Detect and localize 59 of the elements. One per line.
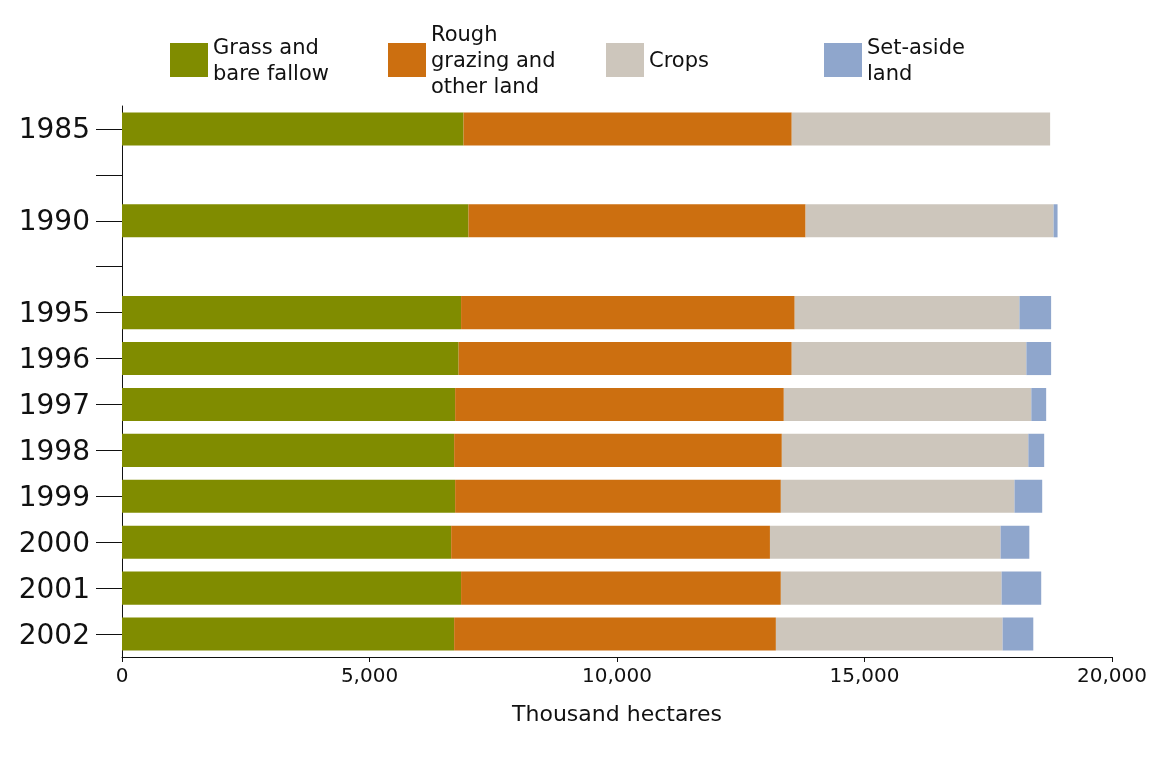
bar (463, 112, 792, 146)
legend-label: Grass and bare fallow (213, 35, 329, 85)
y-tick-label: 2000 (18, 525, 90, 559)
bar (122, 571, 462, 605)
bar (791, 112, 1051, 146)
legend-label: Crops (649, 48, 709, 72)
bar (769, 525, 1001, 559)
legend-label: Set-aside land (867, 35, 972, 85)
y-tick-label: 2001 (18, 571, 90, 605)
bar (122, 204, 469, 238)
y-tick-label: 1998 (18, 433, 90, 467)
bar (122, 342, 459, 376)
y-tick-label: 1996 (18, 342, 90, 376)
y-tick-label: 1985 (18, 112, 90, 146)
bar (458, 342, 792, 376)
bar (1026, 342, 1052, 376)
bar (791, 342, 1027, 376)
x-tick-label: 10,000 (582, 663, 652, 687)
bar (781, 433, 1029, 467)
bar (122, 479, 456, 513)
bar (122, 112, 464, 146)
y-tick-label: 1990 (18, 204, 90, 238)
bar (451, 525, 770, 559)
y-tick-label: 1997 (18, 387, 90, 421)
x-axis-title: Thousand hectares (511, 700, 722, 726)
bar (1002, 617, 1034, 651)
bar (775, 617, 1003, 651)
bar (454, 617, 776, 651)
x-tick-label: 0 (115, 663, 129, 687)
bar (783, 387, 1032, 421)
bar (1000, 525, 1030, 559)
bar (461, 571, 781, 605)
bar (455, 479, 781, 513)
x-tick-label: 20,000 (1077, 663, 1147, 687)
y-tick-label: 2002 (18, 617, 90, 651)
bar (780, 571, 1002, 605)
y-tick-label: 1999 (18, 479, 90, 513)
bar (122, 387, 456, 421)
bar (1053, 204, 1058, 238)
bar (454, 433, 782, 467)
bar (1001, 571, 1042, 605)
bar (805, 204, 1054, 238)
bar (468, 204, 806, 238)
y-tick-label: 1995 (18, 296, 90, 330)
bar (1014, 479, 1043, 513)
legend-label: Rough grazing and other land (431, 22, 563, 98)
bar (122, 525, 452, 559)
bar (122, 433, 455, 467)
bar (1028, 433, 1045, 467)
x-tick-label: 15,000 (829, 663, 900, 687)
bar (461, 296, 795, 330)
bar (122, 296, 462, 330)
bar (122, 617, 455, 651)
bar (1031, 387, 1047, 421)
x-tick-label: 5,000 (340, 663, 399, 687)
bar (455, 387, 784, 421)
bar (794, 296, 1020, 330)
bar (1019, 296, 1052, 330)
bar (780, 479, 1015, 513)
